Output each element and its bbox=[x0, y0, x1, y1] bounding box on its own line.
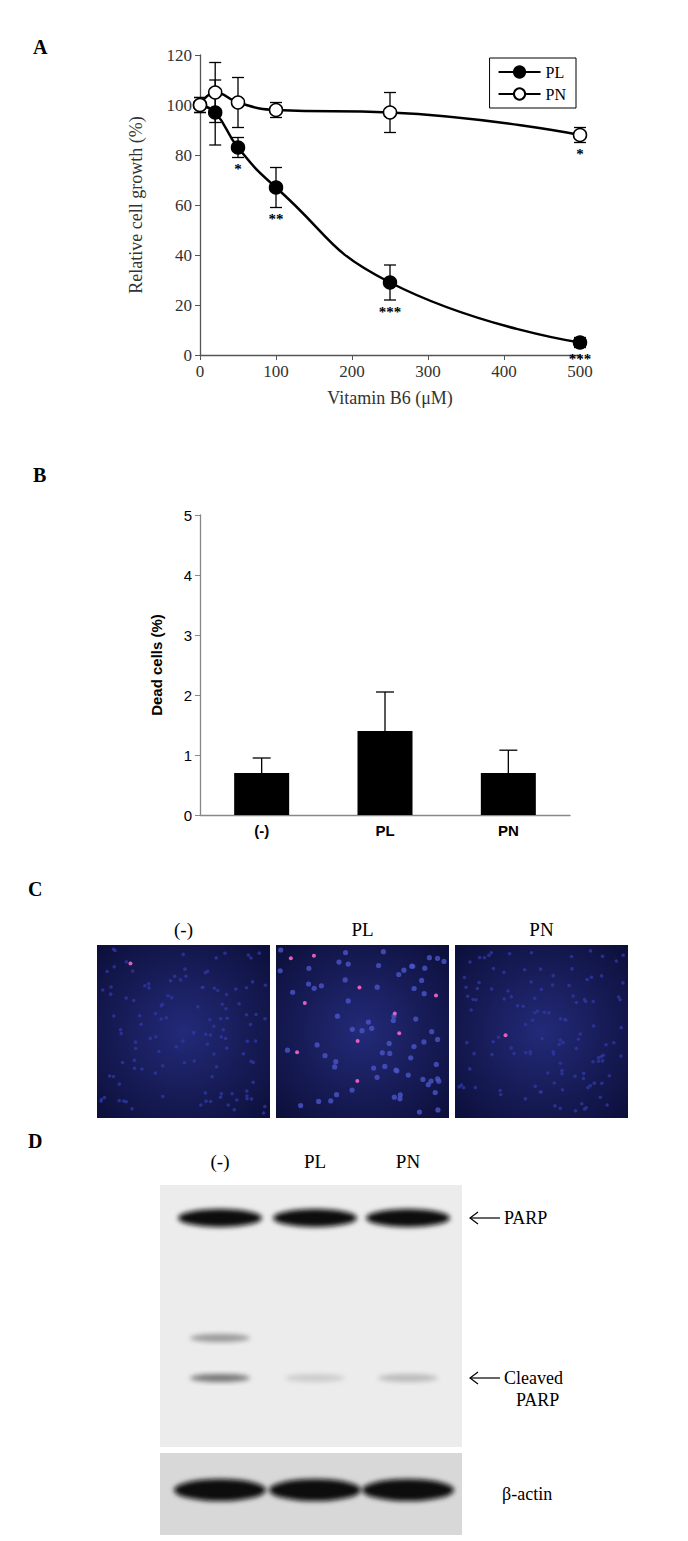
svg-text:(-): (-) bbox=[254, 822, 269, 839]
svg-text:PARP: PARP bbox=[504, 1208, 547, 1228]
svg-text:0: 0 bbox=[184, 346, 193, 365]
svg-text:0: 0 bbox=[196, 362, 205, 381]
svg-text:PL: PL bbox=[375, 822, 394, 839]
svg-text:1: 1 bbox=[184, 747, 192, 764]
svg-text:5: 5 bbox=[184, 507, 192, 524]
svg-text:20: 20 bbox=[175, 296, 192, 315]
svg-text:*: * bbox=[234, 161, 242, 177]
svg-text:0: 0 bbox=[184, 807, 192, 824]
svg-text:***: *** bbox=[569, 351, 592, 367]
svg-text:B: B bbox=[33, 464, 46, 486]
svg-text:100: 100 bbox=[167, 96, 193, 115]
svg-text:3: 3 bbox=[184, 627, 192, 644]
svg-text:A: A bbox=[33, 36, 48, 58]
svg-text:β-actin: β-actin bbox=[502, 1484, 552, 1504]
svg-text:100: 100 bbox=[263, 362, 289, 381]
svg-text:(-): (-) bbox=[211, 1151, 230, 1173]
svg-text:Dead cells (%): Dead cells (%) bbox=[148, 614, 165, 716]
svg-text:2: 2 bbox=[184, 687, 192, 704]
svg-text:500: 500 bbox=[567, 362, 593, 381]
svg-text:300: 300 bbox=[415, 362, 441, 381]
svg-text:PL: PL bbox=[351, 919, 373, 940]
svg-text:4: 4 bbox=[184, 567, 192, 584]
svg-text:120: 120 bbox=[167, 46, 193, 65]
svg-text:**: ** bbox=[269, 211, 284, 227]
svg-text:PL: PL bbox=[546, 64, 565, 81]
svg-text:***: *** bbox=[379, 304, 402, 320]
svg-text:Cleaved: Cleaved bbox=[504, 1368, 563, 1388]
svg-text:PARP: PARP bbox=[516, 1390, 559, 1410]
svg-text:Vitamin B6 (μM): Vitamin B6 (μM) bbox=[327, 388, 453, 409]
svg-text:60: 60 bbox=[175, 196, 192, 215]
svg-text:400: 400 bbox=[491, 362, 517, 381]
svg-text:40: 40 bbox=[175, 246, 192, 265]
svg-text:C: C bbox=[28, 878, 42, 900]
svg-text:(-): (-) bbox=[174, 919, 193, 941]
svg-text:PN: PN bbox=[498, 822, 519, 839]
svg-text:PL: PL bbox=[304, 1151, 326, 1172]
svg-text:200: 200 bbox=[339, 362, 365, 381]
svg-text:Relative cell growth (%): Relative cell growth (%) bbox=[126, 116, 147, 293]
svg-text:PN: PN bbox=[396, 1151, 421, 1172]
svg-text:PN: PN bbox=[546, 86, 567, 103]
svg-text:80: 80 bbox=[175, 146, 192, 165]
svg-text:D: D bbox=[28, 1130, 42, 1152]
svg-text:PN: PN bbox=[529, 919, 554, 940]
svg-text:*: * bbox=[576, 146, 584, 162]
